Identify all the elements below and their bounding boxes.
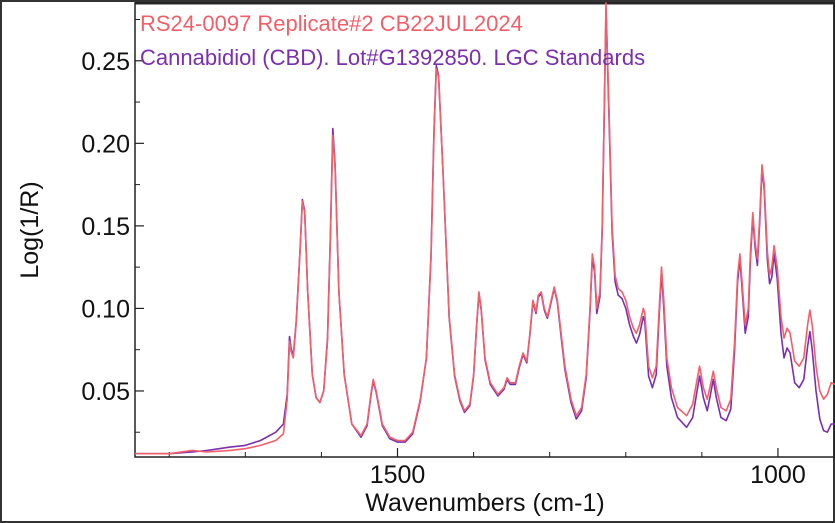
y-tick-label: 0.20 — [81, 130, 130, 158]
legend-entry-1: Cannabidiol (CBD). Lot#G1392850. LGC Sta… — [140, 45, 645, 70]
y-tick-label: 0.10 — [81, 295, 130, 323]
axis-ticks: 0.05 0.10 0.15 0.20 0.25 1500 1000 — [81, 19, 806, 489]
legend-entry-0: RS24-0097 Replicate#2 CB22JUL2024 — [140, 11, 523, 36]
series-line-0 — [135, 2, 835, 455]
y-tick-label: 0.25 — [81, 48, 130, 76]
x-axis-label: Wavenumbers (cm-1) — [365, 489, 604, 517]
y-axis-label: Log(1/R) — [16, 181, 44, 278]
legend: RS24-0097 Replicate#2 CB22JUL2024 Cannabi… — [140, 11, 645, 70]
y-tick-label: 0.15 — [81, 213, 130, 241]
y-tick-label: 0.05 — [81, 378, 130, 406]
plot-area — [134, 2, 835, 458]
x-tick-label: 1500 — [370, 461, 426, 489]
series-group — [135, 2, 835, 455]
x-tick-label: 1000 — [750, 461, 806, 489]
